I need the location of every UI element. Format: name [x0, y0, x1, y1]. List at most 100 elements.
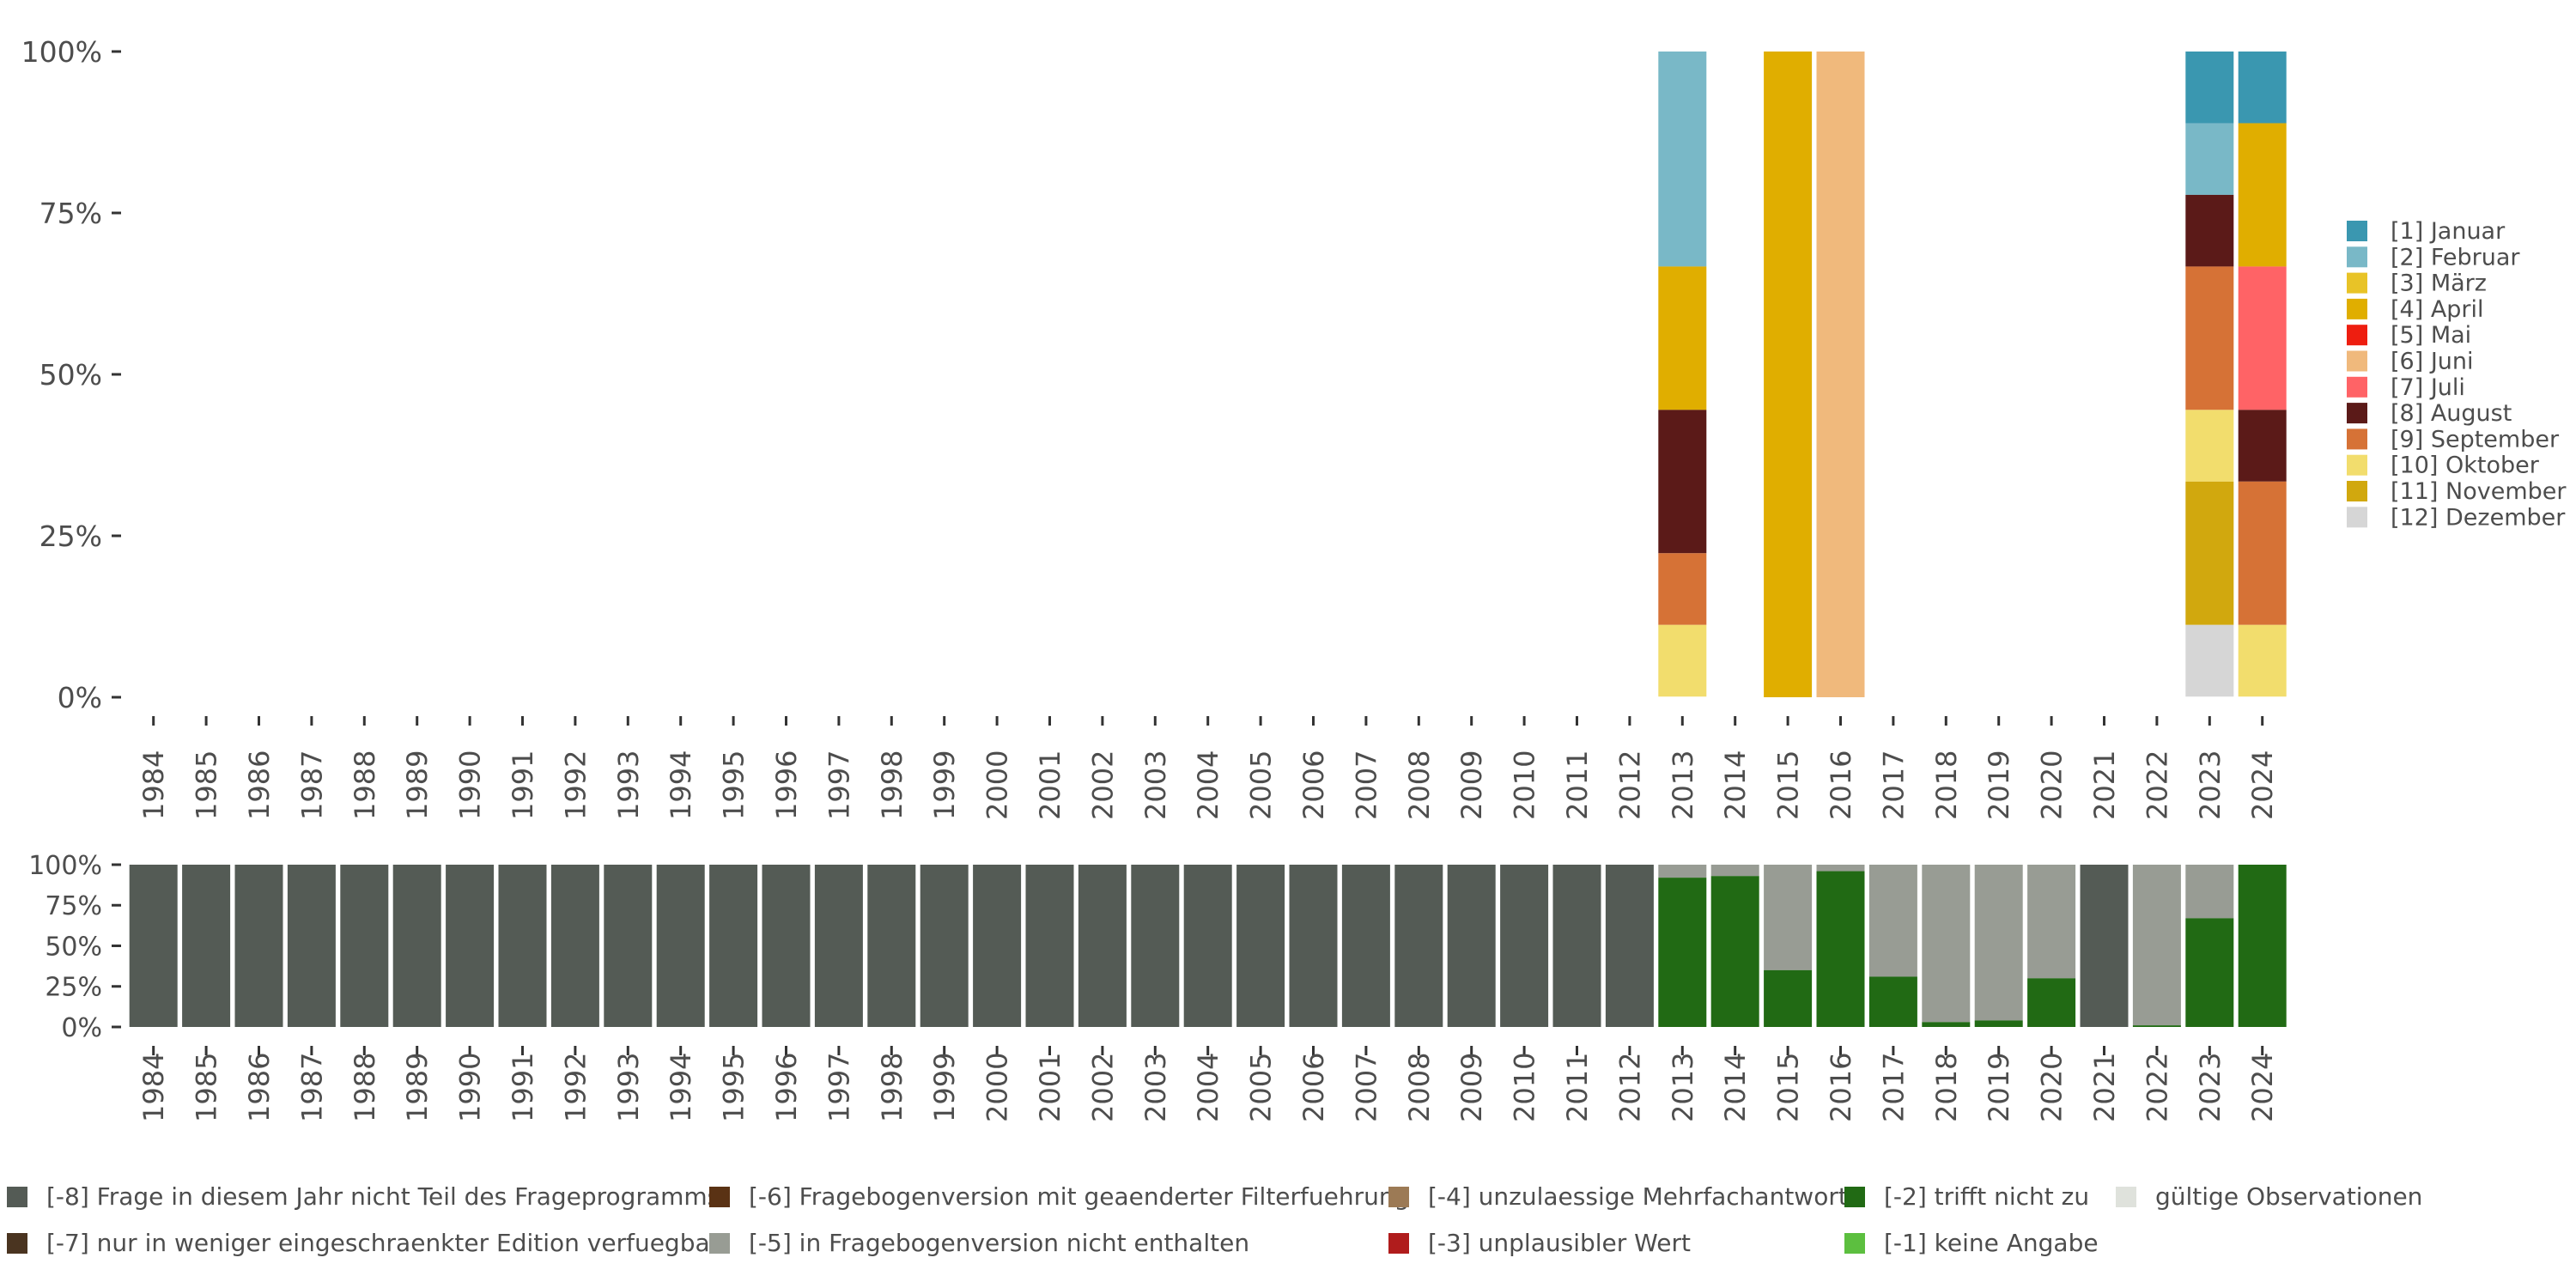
- top-x-tick-label: 2014: [1719, 750, 1752, 820]
- top-bar-segment: [1658, 52, 1707, 267]
- bottom-x-tick-label: 2008: [1403, 1053, 1436, 1122]
- top-x-tick-label: 2023: [2194, 750, 2227, 820]
- bottom-bar-segment: [1394, 865, 1443, 1027]
- bottom-x-tick-label: 2004: [1192, 1053, 1224, 1122]
- top-x-tick-label: 2000: [981, 750, 1014, 820]
- legend-swatch: [2116, 1187, 2136, 1207]
- legend-label: [1] Januar: [2391, 218, 2506, 245]
- bottom-x-tick-label: 1992: [559, 1053, 592, 1122]
- bottom-bar-segment: [1658, 865, 1707, 878]
- top-bar-segment: [1764, 52, 1813, 697]
- legend-label: [3] März: [2391, 270, 2487, 297]
- bottom-bar-segment: [2080, 865, 2129, 1027]
- bottom-x-tick-label: 2016: [1825, 1053, 1857, 1122]
- top-x-tick-label: 1989: [401, 750, 434, 820]
- top-x-tick-label: 2007: [1350, 750, 1382, 820]
- top-x-tick-label: 2005: [1245, 750, 1278, 820]
- legend-swatch: [2347, 403, 2367, 424]
- bottom-bar-segment: [1710, 865, 1759, 877]
- top-x-tick-label: 1991: [507, 750, 539, 820]
- bottom-bar-segment: [709, 865, 758, 1027]
- bottom-bar-segment: [1816, 865, 1865, 872]
- bottom-bar-segment: [182, 865, 231, 1027]
- bottom-y-tick-label: 75%: [45, 891, 102, 921]
- bottom-bar-segment: [2027, 978, 2076, 1027]
- bottom-bar-segment: [1025, 865, 1074, 1027]
- bottom-y-tick-label: 0%: [61, 1013, 102, 1043]
- bottom-bar-segment: [498, 865, 547, 1027]
- bottom-bar-segment: [1236, 865, 1285, 1027]
- bottom-x-tick-label: 2012: [1613, 1053, 1646, 1122]
- bottom-x-tick-label: 2024: [2246, 1053, 2279, 1122]
- bottom-bar-segment: [2132, 865, 2181, 1026]
- bottom-x-tick-label: 2011: [1561, 1053, 1594, 1122]
- bottom-bar-segment: [446, 865, 495, 1027]
- bottom-bar-segment: [2132, 1025, 2181, 1027]
- top-bar-segment: [2185, 624, 2234, 697]
- bottom-bar-segment: [867, 865, 916, 1027]
- bottom-bar-segment: [1605, 865, 1654, 1027]
- bottom-x-tick-label: 2022: [2141, 1053, 2173, 1122]
- legend-swatch: [7, 1233, 27, 1254]
- top-x-tick-label: 2001: [1034, 750, 1066, 820]
- top-bar-segment: [2238, 52, 2287, 124]
- bottom-bar-segment: [1289, 865, 1338, 1027]
- bottom-x-tick-label: 2005: [1245, 1053, 1278, 1122]
- status-legend: [-8] Frage in diesem Jahr nicht Teil des…: [7, 1182, 2422, 1257]
- legend-label: [-7] nur in weniger eingeschraenkter Edi…: [46, 1229, 720, 1257]
- top-x-tick-label: 1993: [612, 750, 645, 820]
- top-y-tick-label: 0%: [58, 681, 102, 714]
- bottom-x-tick-label: 2015: [1772, 1053, 1805, 1122]
- top-bar-segment: [2238, 410, 2287, 482]
- top-x-tick-label: 2013: [1667, 750, 1699, 820]
- bottom-x-tick-label: 2023: [2194, 1053, 2227, 1122]
- bottom-x-tick-label: 1997: [823, 1053, 855, 1122]
- bottom-bar-segment: [2027, 865, 2076, 979]
- legend-swatch: [1844, 1233, 1865, 1254]
- top-x-tick-label: 2012: [1613, 750, 1646, 820]
- legend-swatch: [2347, 350, 2367, 372]
- bottom-bar-segment: [129, 865, 178, 1027]
- top-bar-segment: [1658, 553, 1707, 625]
- top-bar-segment: [2185, 194, 2234, 267]
- top-x-tick-label: 1987: [295, 750, 328, 820]
- legend-label: [-6] Fragebogenversion mit geaenderter F…: [749, 1182, 1409, 1211]
- bottom-bar-segment: [2185, 918, 2234, 1027]
- bottom-bar-segment: [920, 865, 969, 1027]
- top-x-tick-label: 2016: [1825, 750, 1857, 820]
- bottom-x-tick-label: 2018: [1930, 1053, 1963, 1122]
- bottom-bar-segment: [287, 865, 336, 1027]
- top-x-tick-label: 2024: [2246, 750, 2279, 820]
- legend-label: [12] Dezember: [2391, 504, 2566, 531]
- bottom-bar-segment: [1447, 865, 1496, 1027]
- legend-label: [5] Mai: [2391, 322, 2471, 349]
- bottom-bar-segment: [1764, 969, 1813, 1027]
- bottom-bar-segment: [1974, 1020, 2023, 1027]
- bottom-bar-segment: [762, 865, 811, 1027]
- bottom-chart-panel: 0% 25% 50% 75% 100% 1984 1985 1986 1987 1988 1989 1…: [28, 851, 2287, 1122]
- top-bar-segment: [2238, 266, 2287, 410]
- top-x-tick-label: 1997: [823, 750, 855, 820]
- top-bar-segment: [2185, 266, 2234, 410]
- top-bar-segment: [2185, 410, 2234, 482]
- bottom-bar-segment: [1552, 865, 1601, 1027]
- bottom-bar-segment: [1868, 865, 1917, 977]
- bottom-bar-segment: [1658, 878, 1707, 1027]
- bottom-bar-segment: [1816, 871, 1865, 1027]
- top-y-tick-label: 75%: [39, 197, 102, 230]
- legend-swatch: [2347, 376, 2367, 398]
- bottom-bar-segment: [1922, 865, 1971, 1023]
- top-x-tick-label: 1985: [191, 750, 223, 820]
- bottom-bar-segment: [2185, 865, 2234, 919]
- legend-label: [-8] Frage in diesem Jahr nicht Teil des…: [46, 1182, 720, 1211]
- bottom-bar-segment: [656, 865, 705, 1027]
- legend-swatch: [2347, 428, 2367, 450]
- legend-swatch: [709, 1233, 730, 1254]
- bottom-bar-segment: [1131, 865, 1180, 1027]
- bottom-bar-segment: [234, 865, 283, 1027]
- legend-swatch: [1388, 1187, 1409, 1207]
- legend-label: [9] September: [2391, 426, 2560, 453]
- bottom-x-tick-label: 1990: [454, 1053, 487, 1122]
- bottom-x-tick-label: 2020: [2036, 1053, 2069, 1122]
